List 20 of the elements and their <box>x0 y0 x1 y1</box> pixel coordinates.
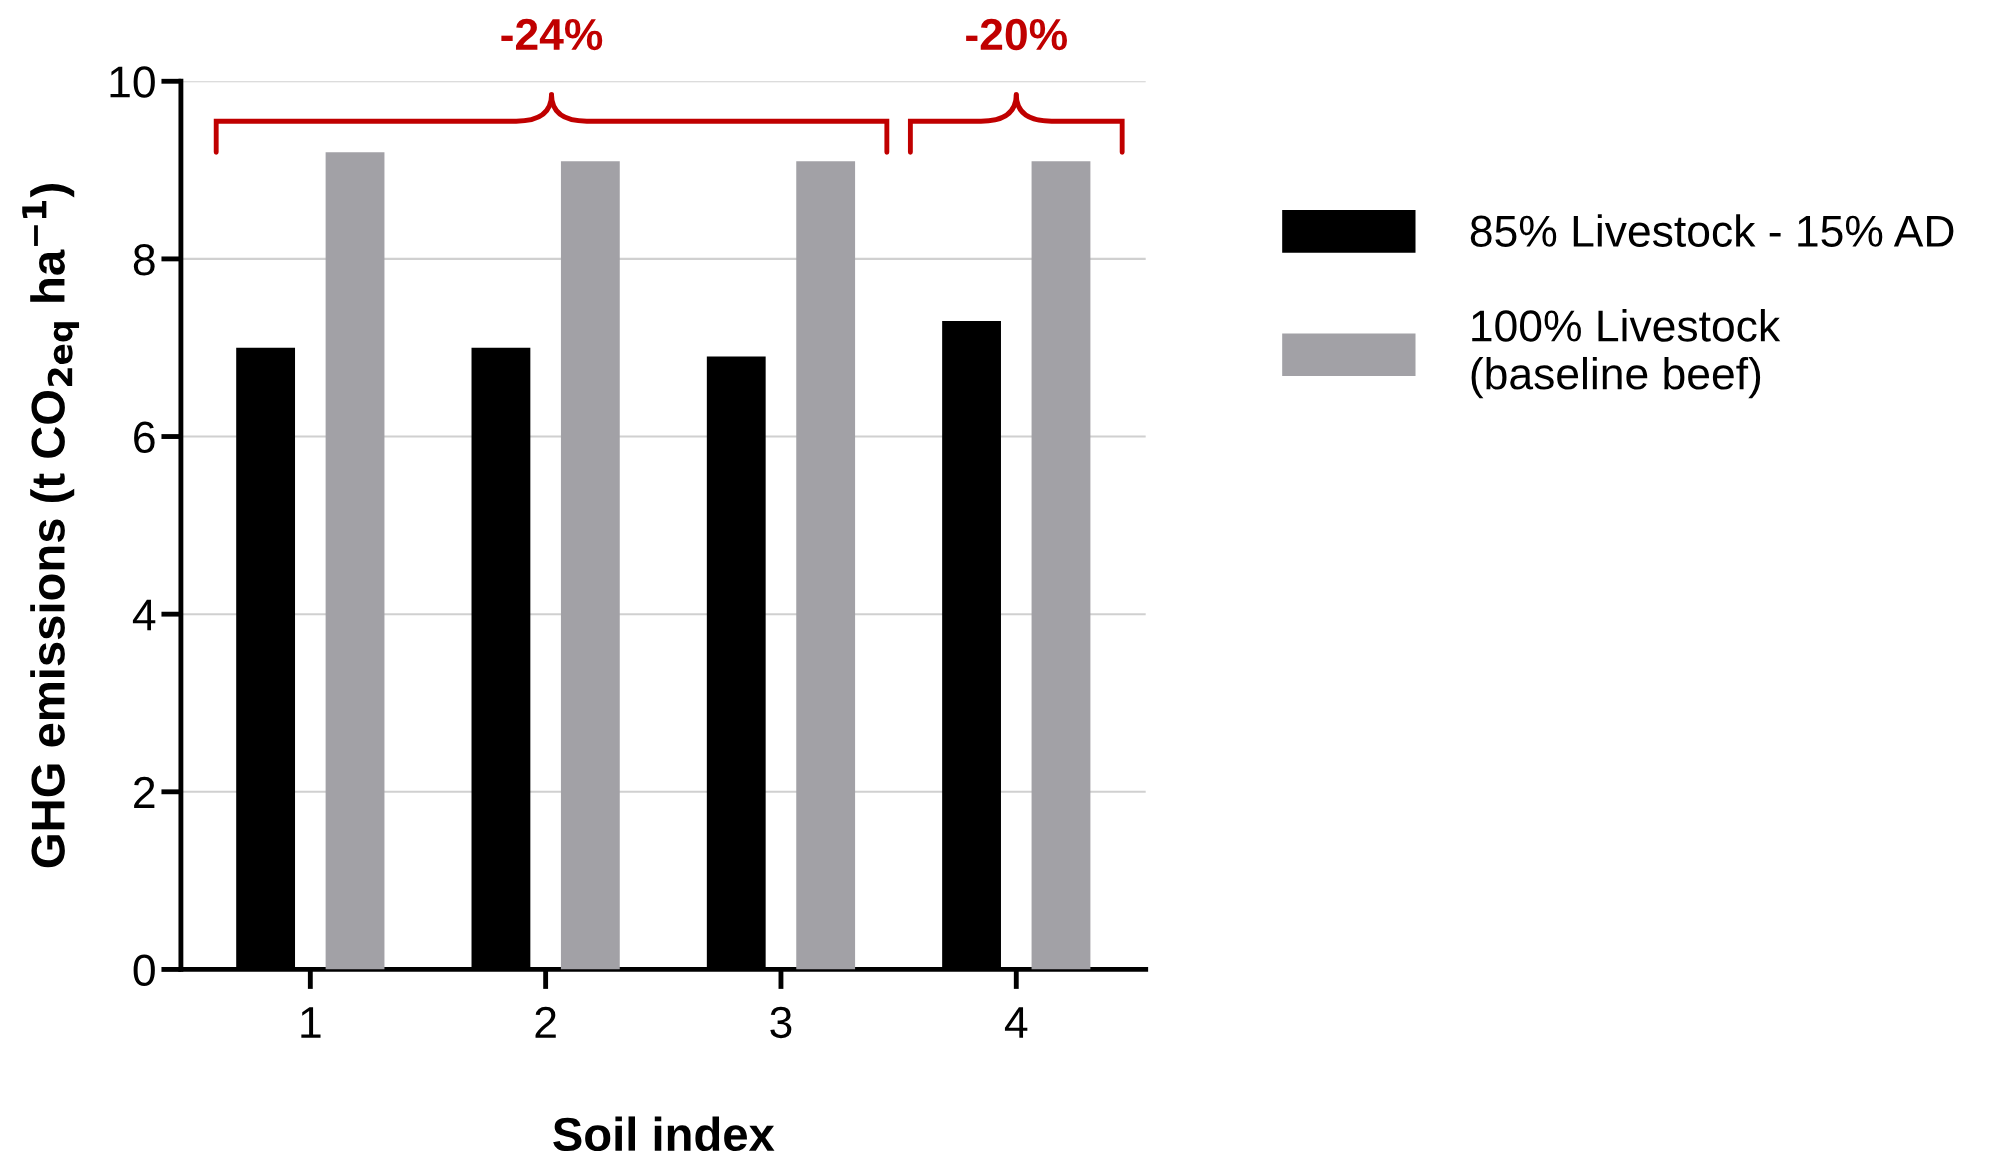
text: -20% <box>966 18 1067 51</box>
y-axis-title: GHG emissions (t CO$_{2eq}$ ha$^{−1}$) <box>22 184 80 868</box>
text: -24% <box>501 18 603 51</box>
x-tick-label: 3 <box>770 1006 792 1039</box>
legend-label: 100% Livestock (baseline beef) <box>1471 309 1781 399</box>
x-tick-label: 1 <box>301 1007 321 1038</box>
x-tick-label: 2 <box>535 1006 556 1038</box>
bar <box>1031 161 1091 970</box>
x-tick-label: 4 <box>1004 1007 1028 1038</box>
bar <box>325 152 385 970</box>
y-tick-label: 10 <box>110 66 155 98</box>
bar <box>796 161 856 970</box>
y-tick-label: 0 <box>133 954 155 986</box>
y-tick-label: 6 <box>134 421 155 454</box>
x-axis-title: Soil index <box>553 1116 775 1152</box>
y-tick-label: 4 <box>132 599 156 631</box>
y-tick-label: 8 <box>133 243 155 276</box>
bar <box>560 161 620 970</box>
legend-label: 85% Livestock - 15% AD <box>1470 214 1954 247</box>
y-tick-label: 2 <box>134 776 155 808</box>
